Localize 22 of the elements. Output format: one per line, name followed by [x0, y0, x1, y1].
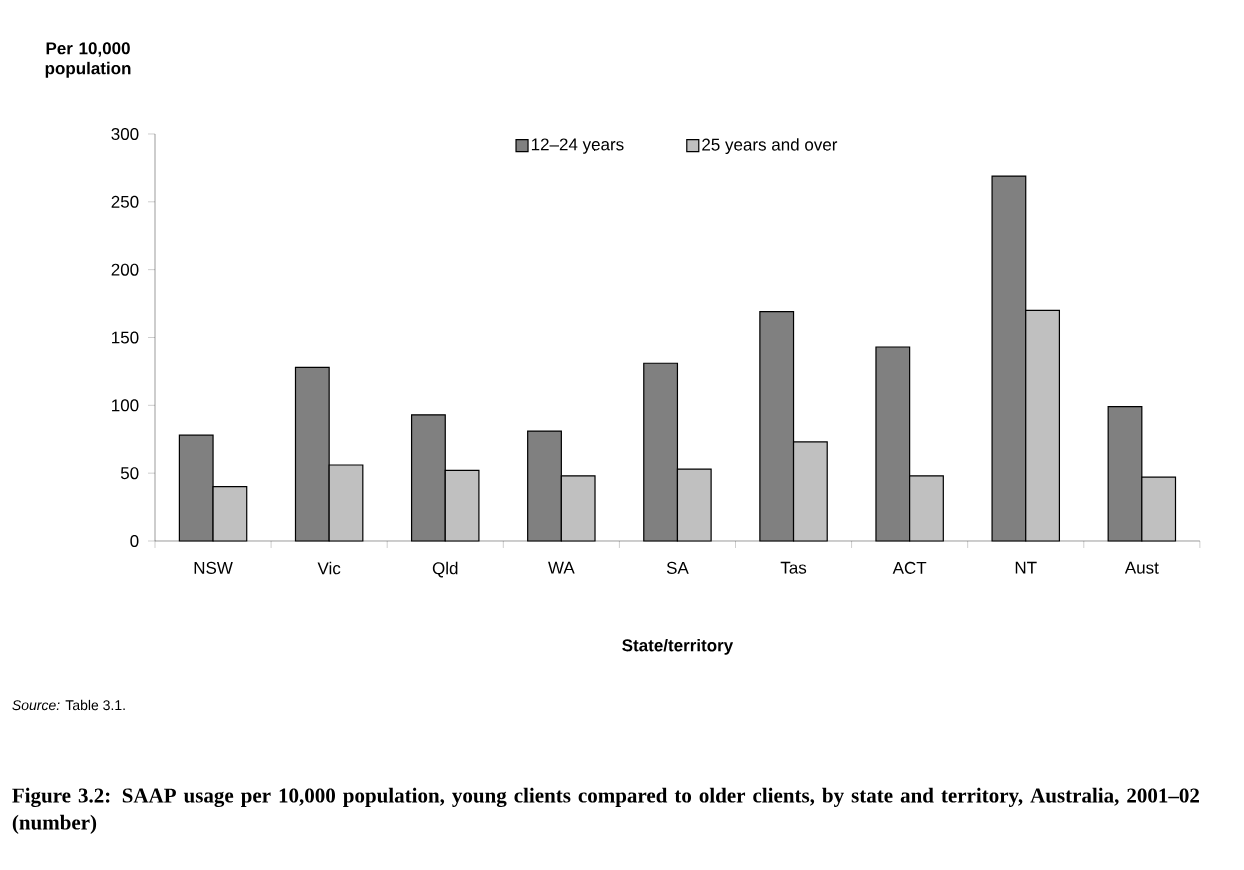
x-tick-label: Qld [432, 561, 458, 578]
legend-label: 12–24 years [531, 138, 624, 154]
y-tick-label: 250 [111, 195, 139, 208]
y-tick-label: 50 [120, 467, 139, 480]
text: Figure 3.2: SAAP usage per 10,000 population, young clients compared to older clients, by state and territory, Australia, 2001–02 (number) [12, 787, 1199, 834]
y-tick-label: 200 [111, 263, 139, 276]
x-tick-label: NT [1015, 561, 1037, 574]
y-tick-label: 100 [112, 399, 139, 412]
text: Source: Table 3.1. [12, 699, 125, 711]
x-tick-label: SA [666, 561, 689, 574]
x-tick-label: Tas [780, 561, 807, 574]
legend-label: 25 years and over [702, 138, 838, 155]
x-tick-label: NSW [194, 561, 233, 574]
y-tick-label: 150 [112, 331, 139, 344]
x-tick-label: Vic [317, 561, 341, 575]
x-axis-title: State/territory [622, 638, 734, 655]
x-tick-label: ACT [892, 561, 927, 574]
x-tick-label: WA [548, 561, 575, 574]
x-tick-label: Aust [1124, 561, 1159, 574]
y-axis-title: Per 10,000 population [45, 42, 131, 78]
y-tick-label: 0 [130, 534, 139, 548]
y-tick-label: 300 [111, 127, 139, 141]
